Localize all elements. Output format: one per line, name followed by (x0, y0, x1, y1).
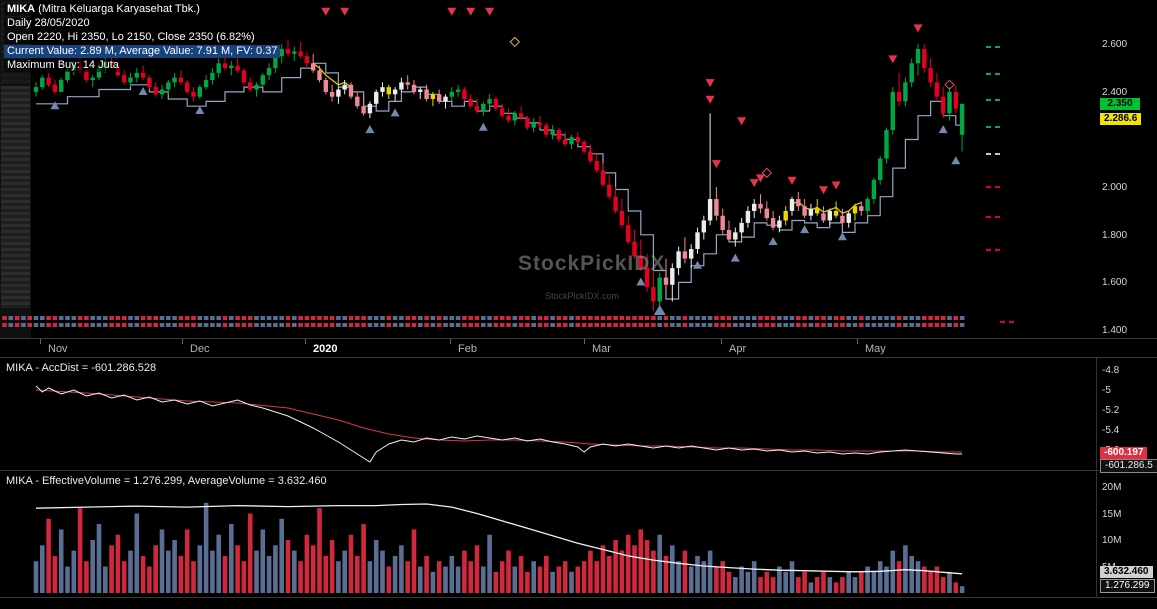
panel-divider (0, 597, 1157, 598)
x-axis-label: Mar (592, 343, 611, 355)
accdist-avg-badge: -600.197 (1100, 447, 1148, 459)
accdist-axis-label: -5.4 (1102, 425, 1120, 436)
ticker-symbol: MIKA (7, 3, 36, 15)
timeframe-date-label: Daily 28/05/2020 (4, 17, 93, 30)
company-name: (Mitra Keluarga Karyasehat Tbk.) (35, 3, 200, 15)
price-axis-label: 2.000 (1102, 182, 1128, 194)
axis-border (1096, 358, 1097, 597)
price-axis-label: 1.800 (1102, 229, 1128, 241)
price-axis-label: 1.600 (1102, 277, 1128, 289)
volume-axis-label: 20M (1102, 482, 1122, 493)
x-axis-label: May (865, 343, 886, 355)
last-volume-badge: 1.276.299 (1100, 579, 1155, 593)
ma-value-badge: 2.286.6 (1100, 112, 1142, 125)
panel-divider (0, 357, 1157, 358)
accdist-panel-title: MIKA - AccDist = -601.286.528 (4, 362, 159, 374)
last-price-badge: 2.350 (1100, 97, 1140, 110)
watermark: StockPickIDX (518, 252, 666, 275)
x-axis-label: Nov (48, 343, 68, 355)
ohlc-summary: Open 2220, Hi 2350, Lo 2150, Close 2350 … (4, 31, 258, 44)
render-artifact (1, 86, 30, 308)
panel-divider (0, 470, 1157, 471)
max-buy-label: Maximum Buy: 14 Juta (4, 59, 122, 72)
effvol-panel-title: MIKA - EffectiveVolume = 1.276.299, Aver… (4, 475, 329, 487)
x-axis-label: Dec (190, 343, 210, 355)
x-axis-label: Feb (458, 343, 477, 355)
panel-divider (0, 338, 1157, 339)
x-axis-label: Apr (729, 343, 747, 355)
accdist-axis-label: -5 (1102, 385, 1111, 396)
x-axis-label: 2020 (313, 343, 338, 355)
accdist-axis-label: -4.8 (1102, 365, 1120, 376)
price-axis-label: 2.400 (1102, 86, 1128, 98)
value-summary: Current Value: 2.89 M, Average Value: 7.… (4, 45, 281, 58)
volume-axis-label: 10M (1102, 535, 1122, 546)
price-axis-label: 1.400 (1102, 324, 1128, 336)
instrument-title: MIKA (Mitra Keluarga Karyasehat Tbk.) (4, 3, 203, 16)
price-axis-label: 2.600 (1102, 39, 1128, 51)
avg-volume-badge: 3.632.460 (1100, 566, 1153, 578)
watermark-sub: StockPickIDX.com (545, 291, 620, 301)
accdist-axis-label: -5.2 (1102, 405, 1120, 416)
accdist-value-badge: -601.286.5 (1100, 459, 1157, 473)
volume-axis-label: 15M (1102, 508, 1122, 520)
